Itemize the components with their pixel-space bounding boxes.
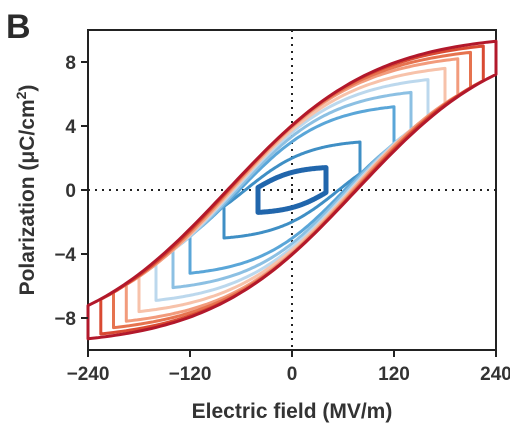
hysteresis-loop xyxy=(171,90,413,290)
hysteresis-loop xyxy=(222,140,362,240)
y-tick-label: −4 xyxy=(54,245,76,266)
y-axis-label-end: ) xyxy=(16,85,39,92)
y-tick-label: −8 xyxy=(54,309,76,330)
x-tick-label: −120 xyxy=(169,364,212,385)
y-tick-label: 4 xyxy=(65,117,76,138)
x-tick-label: 240 xyxy=(480,364,510,385)
x-tick-label: −240 xyxy=(67,364,110,385)
y-axis-label-main: Polarization (μC/cm xyxy=(16,99,39,295)
x-tick-label: 120 xyxy=(378,364,410,385)
hysteresis-loop xyxy=(86,39,498,341)
x-tick-label: 0 xyxy=(287,364,298,385)
hysteresis-loop xyxy=(255,165,329,215)
plot-area xyxy=(86,29,498,351)
x-axis-label: Electric field (MV/m) xyxy=(192,400,393,423)
y-axis-label-superscript: 2 xyxy=(13,91,29,99)
y-tick-label: 0 xyxy=(65,181,76,202)
x-axis-ticks: −240 −120 0 120 240 xyxy=(67,350,510,385)
y-tick-label: 8 xyxy=(65,53,76,74)
y-axis-label: Polarization (μC/cm2) xyxy=(13,85,39,296)
panel-label: B xyxy=(6,8,31,46)
hysteresis-loop xyxy=(188,105,396,275)
y-axis-ticks: 8 4 0 −4 −8 xyxy=(54,53,88,330)
series-group xyxy=(86,39,498,341)
